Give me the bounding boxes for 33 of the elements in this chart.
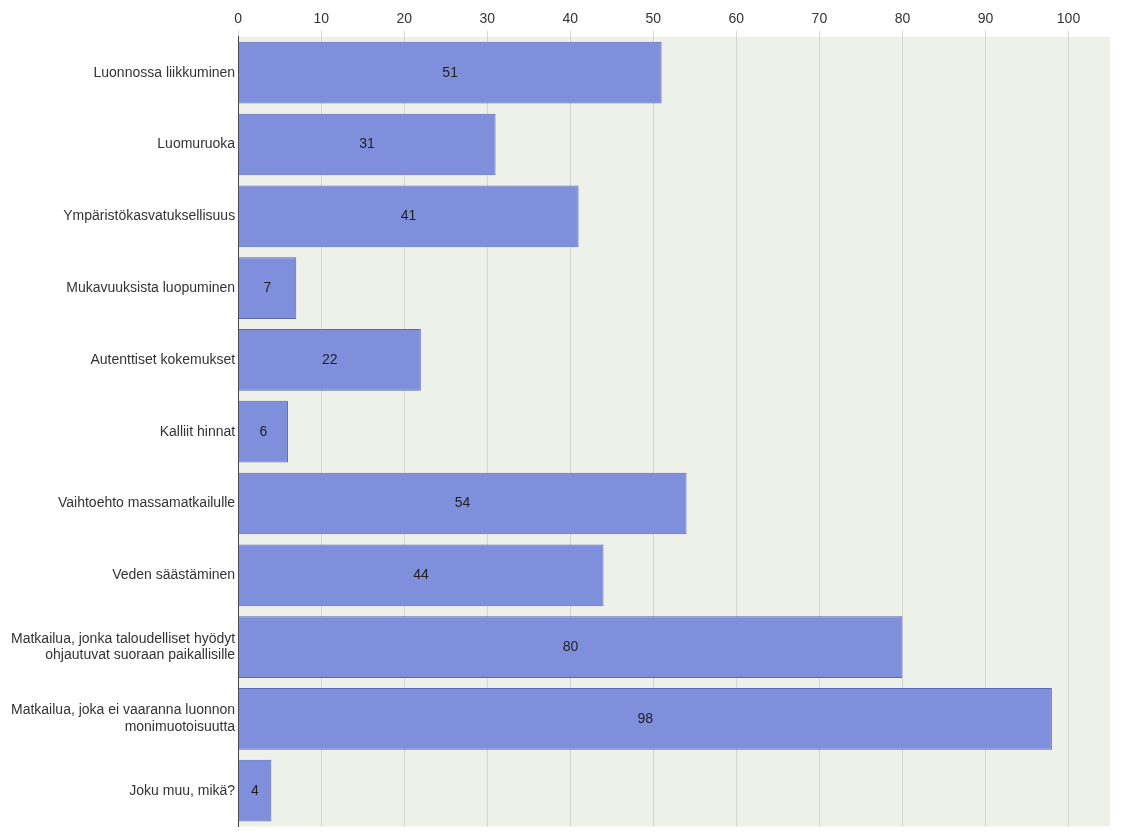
data-label: 98 (637, 709, 654, 726)
x-tick-label: 40 (562, 10, 579, 27)
data-label: 6 (259, 422, 268, 439)
x-tick-label: 70 (811, 10, 828, 27)
data-label: 41 (400, 207, 417, 224)
data-label: 7 (263, 278, 272, 295)
data-label: 22 (321, 350, 338, 367)
data-label: 44 (413, 566, 430, 583)
data-label: 31 (359, 135, 376, 152)
y-tick-label: Matkailua, jonka taloudelliset hyödyt ohjautuvat suoraan paikallisille (11, 629, 236, 663)
y-tick-label: Vaihtoehto massamatkailulle (57, 494, 236, 511)
y-tick-label: Mukavuuksista luopuminen (66, 278, 236, 295)
x-tick-label: 100 (1056, 10, 1081, 27)
data-label: 4 (251, 781, 260, 798)
y-tick-label: Luomuruoka (157, 135, 236, 152)
y-tick-label: Autenttiset kokemukset (90, 350, 236, 367)
y-tick-label: Kalliit hinnat (159, 422, 236, 439)
y-tick-label: Joku muu, mikä? (129, 781, 236, 798)
x-tick-label: 90 (977, 10, 994, 27)
x-tick-label: 50 (645, 10, 662, 27)
data-label: 51 (442, 63, 459, 80)
data-label: 80 (562, 637, 579, 654)
y-tick-label: Luonnossa liikkuminen (93, 63, 236, 80)
y-tick-label: Ympäristökasvatuksellisuus (63, 207, 236, 224)
data-label: 54 (454, 494, 471, 511)
x-tick-label: 30 (479, 10, 496, 27)
y-tick-label: Veden säästäminen (112, 566, 236, 583)
x-tick-label: 0 (234, 10, 243, 27)
x-tick-label: 80 (894, 10, 911, 27)
x-tick-label: 20 (396, 10, 413, 27)
y-tick-label: Matkailua, joka ei vaaranna luonnon monimuotoisuutta (10, 701, 236, 735)
x-tick-label: 10 (313, 10, 330, 27)
x-tick-label: 60 (728, 10, 745, 27)
